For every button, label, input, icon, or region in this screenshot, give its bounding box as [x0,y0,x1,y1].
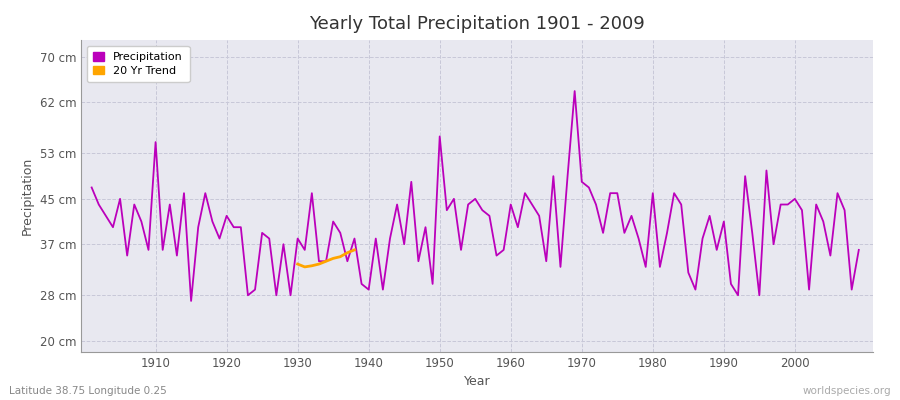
Text: Latitude 38.75 Longitude 0.25: Latitude 38.75 Longitude 0.25 [9,386,166,396]
Text: worldspecies.org: worldspecies.org [803,386,891,396]
Precipitation [86,185,97,190]
Y-axis label: Precipitation: Precipitation [21,157,34,235]
Precipitation [853,248,864,252]
20 Yr Trend [349,248,360,252]
Line: 20 Yr Trend: 20 Yr Trend [298,250,355,267]
Precipitation [512,225,523,230]
Precipitation [570,89,580,94]
X-axis label: Year: Year [464,376,490,388]
Precipitation [307,191,318,196]
20 Yr Trend [342,250,353,255]
20 Yr Trend [335,254,346,259]
20 Yr Trend [292,262,303,266]
Precipitation [143,248,154,252]
Precipitation [185,298,196,303]
Precipitation [505,202,516,207]
20 Yr Trend [307,263,318,268]
Precipitation [349,236,360,241]
20 Yr Trend [320,259,331,264]
Title: Yearly Total Precipitation 1901 - 2009: Yearly Total Precipitation 1901 - 2009 [309,15,645,33]
20 Yr Trend [300,264,310,269]
Line: Precipitation: Precipitation [92,91,859,301]
Legend: Precipitation, 20 Yr Trend: Precipitation, 20 Yr Trend [86,46,190,82]
Precipitation [605,191,616,196]
20 Yr Trend [328,256,338,261]
20 Yr Trend [313,262,324,266]
